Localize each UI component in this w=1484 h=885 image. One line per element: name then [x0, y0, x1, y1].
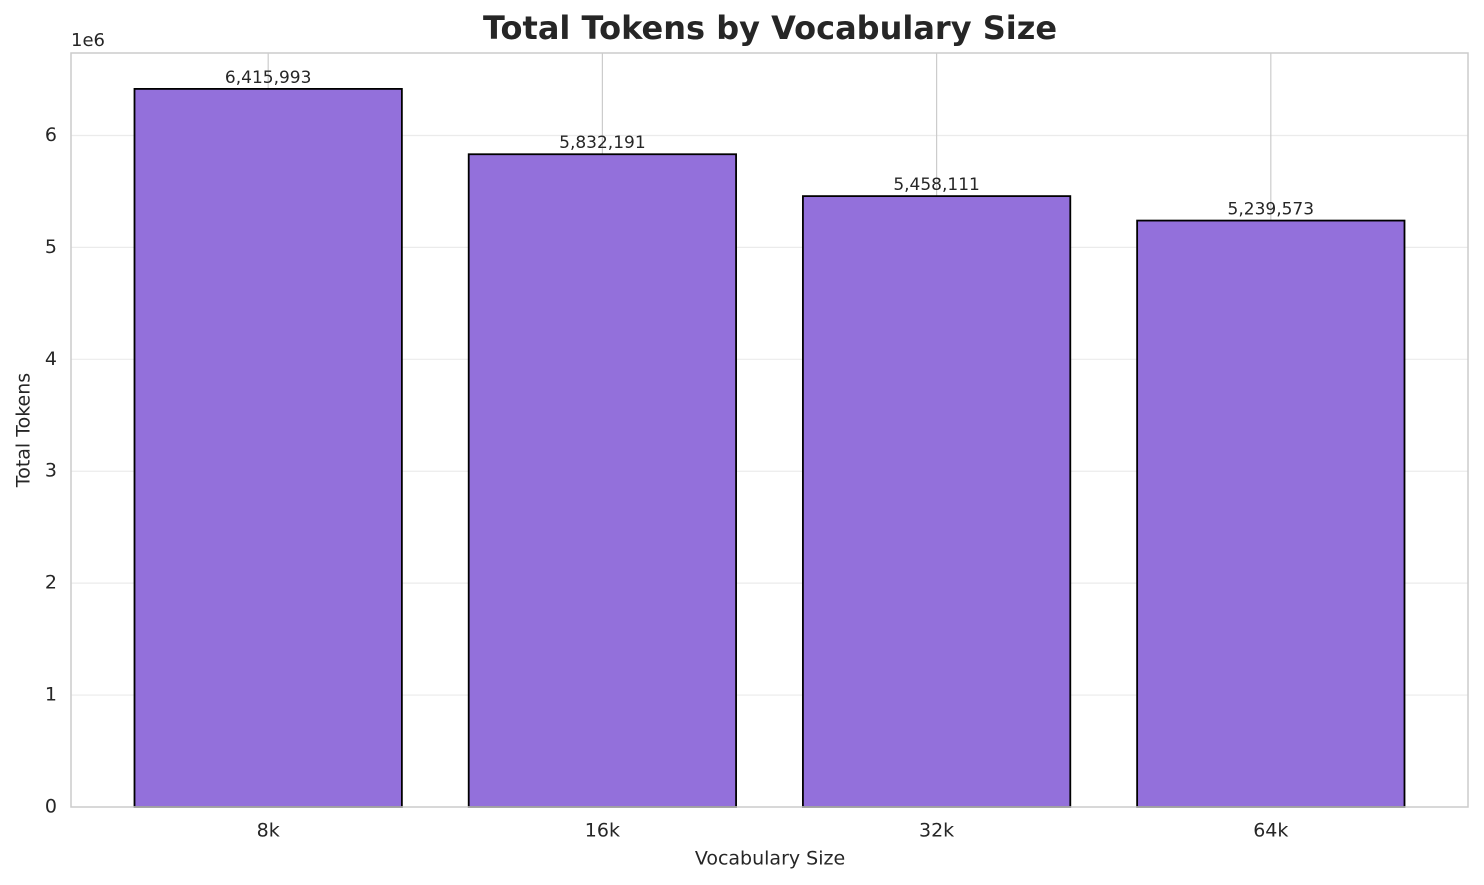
value-label: 5,458,111 [893, 175, 980, 195]
x-tick-label: 8k [257, 820, 280, 842]
y-offset-label: 1e6 [71, 30, 105, 51]
y-tick-label: 2 [45, 572, 57, 594]
x-axis-label: Vocabulary Size [695, 848, 845, 870]
y-tick-label: 0 [45, 796, 57, 818]
bar [133, 88, 403, 808]
value-label: 5,239,573 [1228, 200, 1315, 220]
value-label: 6,415,993 [225, 68, 312, 88]
y-tick-label: 6 [45, 124, 57, 146]
value-label: 5,832,191 [559, 133, 646, 153]
bar [802, 195, 1072, 808]
plot-frame [70, 52, 1469, 808]
chart-title: Total Tokens by Vocabulary Size [483, 9, 1057, 47]
x-tick-label: 32k [919, 820, 954, 842]
x-tick-label: 64k [1253, 820, 1288, 842]
bar [1136, 219, 1406, 808]
y-tick-label: 4 [45, 348, 57, 370]
y-axis-label: Total Tokens [13, 373, 35, 488]
y-tick-label: 5 [45, 236, 57, 258]
y-tick-label: 3 [45, 460, 57, 482]
y-tick-label: 1 [45, 684, 57, 706]
bar [467, 153, 737, 808]
x-tick-label: 16k [585, 820, 620, 842]
